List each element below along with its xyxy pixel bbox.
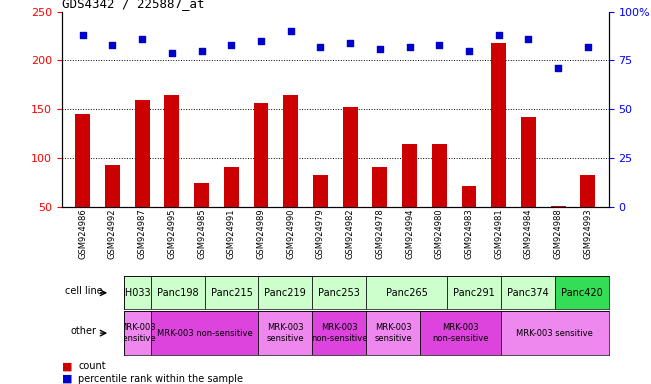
Bar [76,114,90,207]
Bar [501,276,555,309]
Bar [492,43,506,207]
Bar [555,276,609,309]
Point [434,42,445,48]
Bar [194,183,209,207]
Point [345,40,355,46]
Text: percentile rank within the sample: percentile rank within the sample [78,374,243,384]
Text: MRK-003
sensitive: MRK-003 sensitive [266,323,304,343]
Bar [521,117,536,207]
Bar [313,175,328,207]
Text: MRK-003 non-sensitive: MRK-003 non-sensitive [157,329,253,338]
Text: count: count [78,361,105,371]
Text: other: other [70,326,96,336]
Bar [581,175,595,207]
Point [286,28,296,34]
Bar [462,186,477,207]
Text: Panc253: Panc253 [318,288,360,298]
Bar [447,276,501,309]
Bar [501,311,609,355]
Bar [551,206,566,207]
Bar [150,311,258,355]
Text: MRK-003
non-sensitive: MRK-003 non-sensitive [311,323,368,343]
Text: MRK-003
sensitive: MRK-003 sensitive [118,323,156,343]
Text: Panc219: Panc219 [264,288,306,298]
Bar [366,311,420,355]
Bar [253,103,268,207]
Point [137,36,147,42]
Bar [135,99,150,207]
Text: Panc291: Panc291 [453,288,495,298]
Bar [150,276,204,309]
Point [197,48,207,54]
Text: Panc374: Panc374 [507,288,549,298]
Text: Panc420: Panc420 [561,288,603,298]
Text: ■: ■ [62,361,72,371]
Point [167,50,177,56]
Text: MRK-003
non-sensitive: MRK-003 non-sensitive [432,323,489,343]
Point [107,42,118,48]
Bar [124,311,150,355]
Bar [283,95,298,207]
Text: ■: ■ [62,374,72,384]
Bar [312,311,366,355]
Point [315,44,326,50]
Text: JH033: JH033 [123,288,152,298]
Bar [258,276,312,309]
Point [404,44,415,50]
Bar [204,276,258,309]
Bar [164,95,179,207]
Point [464,48,474,54]
Text: cell line: cell line [64,286,102,296]
Point [256,38,266,44]
Bar [366,276,447,309]
Bar [124,276,150,309]
Bar [258,311,312,355]
Text: GDS4342 / 225887_at: GDS4342 / 225887_at [62,0,204,10]
Bar [342,108,357,207]
Bar [312,276,366,309]
Text: Panc198: Panc198 [157,288,199,298]
Text: Panc265: Panc265 [385,288,428,298]
Text: MRK-003
sensitive: MRK-003 sensitive [374,323,412,343]
Point [226,42,236,48]
Bar [432,144,447,207]
Point [493,32,504,38]
Bar [420,311,501,355]
Text: MRK-003 sensitive: MRK-003 sensitive [516,329,593,338]
Point [583,44,593,50]
Bar [372,167,387,207]
Point [374,46,385,52]
Bar [224,167,239,207]
Point [523,36,534,42]
Bar [402,144,417,207]
Bar [105,165,120,207]
Point [553,65,563,71]
Text: Panc215: Panc215 [210,288,253,298]
Point [77,32,88,38]
